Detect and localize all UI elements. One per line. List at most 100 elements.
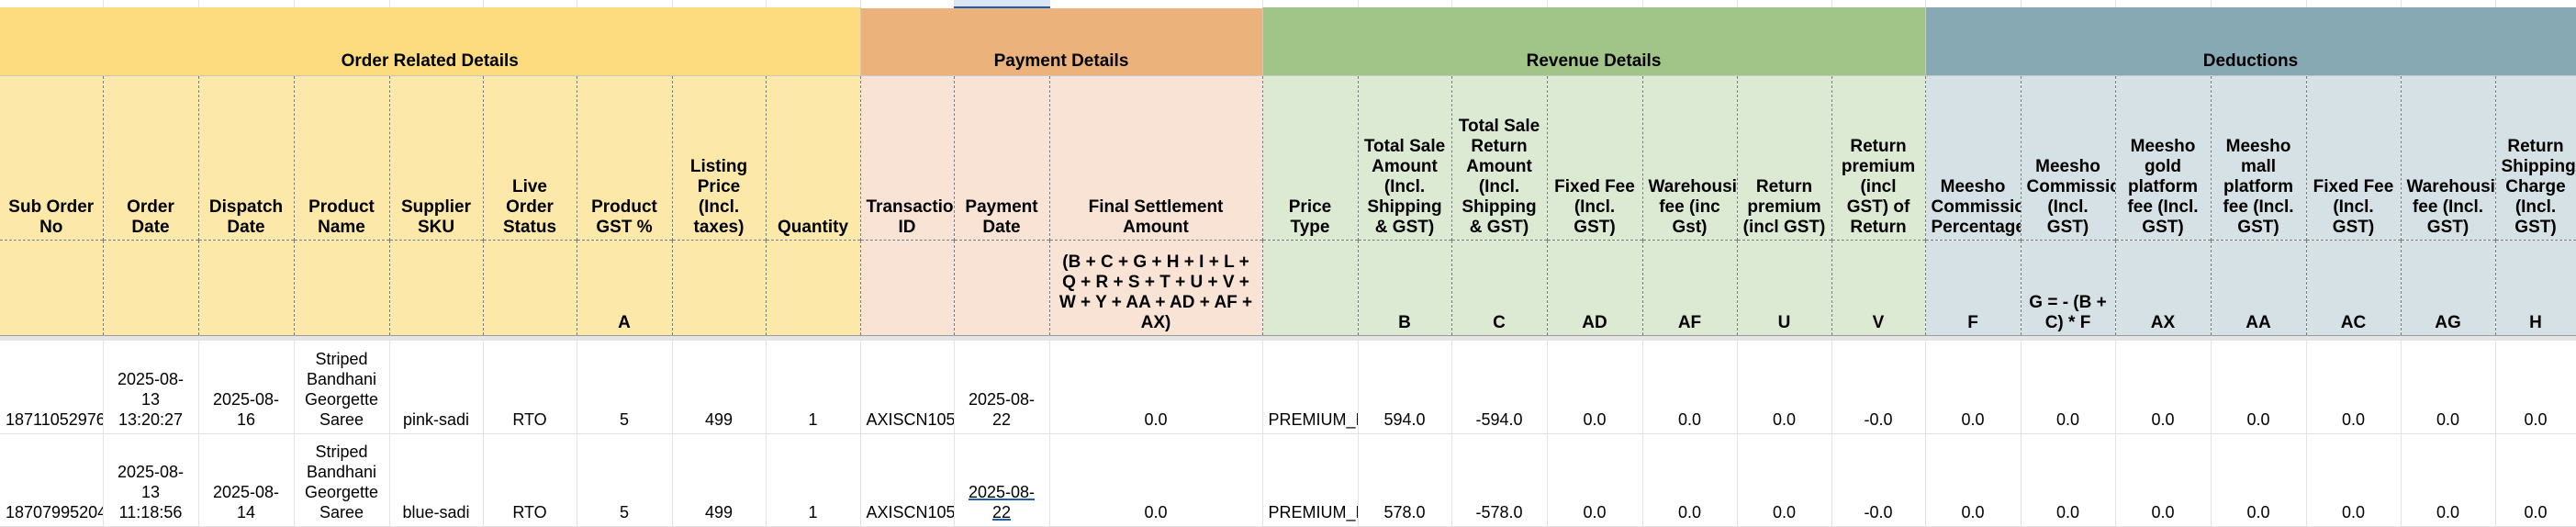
cell[interactable] — [1049, 0, 1263, 7]
data-cell[interactable]: blue-sadi — [389, 433, 484, 527]
header-cell[interactable]: Live Order Status — [483, 74, 577, 240]
formula-cell[interactable] — [0, 239, 104, 335]
formula-cell[interactable]: AG — [2401, 239, 2496, 335]
data-cell[interactable]: 499 — [672, 433, 767, 527]
cell[interactable] — [2401, 0, 2496, 7]
cell[interactable] — [2021, 0, 2116, 7]
header-cell[interactable]: Fixed Fee (Incl. GST) — [2306, 74, 2402, 240]
header-cell[interactable]: Return premium (incl GST) of Return — [1831, 74, 1926, 240]
data-cell[interactable]: 5 — [577, 433, 673, 527]
header-cell[interactable]: Product Name — [294, 74, 390, 240]
data-cell[interactable]: 0.0 — [2211, 433, 2307, 527]
data-cell[interactable]: RTO — [483, 341, 577, 434]
data-cell[interactable]: 499 — [672, 341, 767, 434]
formula-cell[interactable] — [103, 239, 199, 335]
header-cell[interactable]: Return premium (incl GST) — [1737, 74, 1832, 240]
data-cell[interactable]: 5 — [577, 341, 673, 434]
cell[interactable] — [1925, 0, 2022, 7]
data-cell[interactable]: 0.0 — [1049, 341, 1263, 434]
header-cell[interactable]: Meesho mall platform fee (Incl. GST) — [2211, 74, 2307, 240]
data-cell[interactable]: 0.0 — [1547, 433, 1643, 527]
cell[interactable] — [389, 0, 484, 7]
cell[interactable] — [577, 0, 673, 7]
cell[interactable] — [1737, 0, 1832, 7]
header-cell[interactable]: Transaction ID — [860, 74, 955, 240]
cell[interactable] — [483, 0, 577, 7]
header-cell[interactable]: Payment Date — [954, 74, 1050, 240]
data-cell[interactable]: -594.0 — [1451, 341, 1548, 434]
header-cell[interactable]: Warehousing fee (Incl. GST) — [2401, 74, 2496, 240]
formula-cell[interactable]: AD — [1547, 239, 1643, 335]
formula-cell[interactable] — [1262, 239, 1359, 335]
cell[interactable] — [672, 0, 767, 7]
formula-cell[interactable] — [198, 239, 295, 335]
cell[interactable] — [1547, 0, 1643, 7]
data-cell[interactable]: AXISCN1058984549 — [860, 341, 955, 434]
data-cell[interactable]: 0.0 — [1737, 433, 1832, 527]
formula-cell[interactable]: U — [1737, 239, 1832, 335]
cell[interactable] — [198, 0, 295, 7]
cell[interactable] — [2115, 0, 2212, 7]
header-cell[interactable]: Product GST % — [577, 74, 673, 240]
data-cell[interactable]: 0.0 — [2306, 433, 2402, 527]
data-cell[interactable]: 0.0 — [1925, 341, 2022, 434]
formula-cell[interactable]: C — [1451, 239, 1548, 335]
formula-cell[interactable]: G = - (B + C) * F — [2021, 239, 2116, 335]
cell[interactable] — [294, 0, 390, 7]
data-cell[interactable]: 594.0 — [1358, 341, 1452, 434]
cell[interactable] — [2306, 0, 2402, 7]
formula-cell[interactable] — [389, 239, 484, 335]
cell[interactable] — [954, 0, 1050, 8]
data-cell[interactable]: PREMIUM_RETURN — [1262, 341, 1359, 434]
formula-cell[interactable] — [766, 239, 861, 335]
formula-cell[interactable]: A — [577, 239, 673, 335]
data-cell[interactable]: 1 — [766, 341, 861, 434]
data-cell[interactable]: -578.0 — [1451, 433, 1548, 527]
data-cell[interactable]: 0.0 — [2021, 341, 2116, 434]
data-cell[interactable]: 2025-08-22 — [954, 341, 1050, 434]
cell[interactable] — [1642, 0, 1738, 7]
data-cell[interactable]: 0.0 — [2401, 341, 2496, 434]
data-cell[interactable]: AXISCN1058984549 — [860, 433, 955, 527]
data-cell[interactable]: 0.0 — [2495, 341, 2576, 434]
data-cell[interactable]: 1 — [766, 433, 861, 527]
header-cell[interactable]: Order Date — [103, 74, 199, 240]
data-cell[interactable]: 187110529767075968_1 — [0, 341, 104, 434]
header-cell[interactable]: Return Shipping Charge (Incl. GST) — [2495, 74, 2576, 240]
header-cell[interactable]: Dispatch Date — [198, 74, 295, 240]
data-cell[interactable]: -0.0 — [1831, 433, 1926, 527]
data-cell[interactable]: 187079952046256704_1 — [0, 433, 104, 527]
data-cell[interactable]: 0.0 — [1737, 341, 1832, 434]
data-cell[interactable]: -0.0 — [1831, 341, 1926, 434]
selected-data-cell[interactable]: 2025-08-22 — [954, 433, 1050, 527]
cell[interactable] — [1451, 0, 1548, 7]
data-cell[interactable]: 2025-08-13 13:20:27 — [103, 341, 199, 434]
data-cell[interactable]: 578.0 — [1358, 433, 1452, 527]
header-cell[interactable]: Warehousing fee (inc Gst) — [1642, 74, 1738, 240]
group-revenue-details[interactable]: Revenue Details — [1262, 7, 1926, 75]
cell[interactable] — [1262, 0, 1359, 7]
group-order-details[interactable]: Order Related Details — [0, 7, 861, 75]
data-cell[interactable]: 0.0 — [1049, 433, 1263, 527]
data-cell[interactable]: 0.0 — [1642, 341, 1738, 434]
data-cell[interactable]: 2025-08-14 — [198, 433, 295, 527]
cell[interactable] — [0, 0, 104, 7]
header-cell[interactable]: Meesho gold platform fee (Incl. GST) — [2115, 74, 2212, 240]
data-cell[interactable]: 0.0 — [2495, 433, 2576, 527]
formula-cell[interactable] — [954, 239, 1050, 335]
data-cell[interactable]: Striped Bandhani Georgette Saree — [294, 433, 390, 527]
cell[interactable] — [103, 0, 199, 7]
data-cell[interactable]: 0.0 — [2021, 433, 2116, 527]
data-cell[interactable]: RTO — [483, 433, 577, 527]
formula-cell[interactable]: AF — [1642, 239, 1738, 335]
header-cell[interactable]: Quantity — [766, 74, 861, 240]
formula-cell[interactable]: H — [2495, 239, 2576, 335]
cell[interactable] — [2211, 0, 2307, 7]
data-cell[interactable]: PREMIUM_RETURN — [1262, 433, 1359, 527]
header-cell[interactable]: Price Type — [1262, 74, 1359, 240]
cell[interactable] — [1831, 0, 1926, 7]
cell[interactable] — [2495, 0, 2576, 7]
formula-cell[interactable]: (B + C + G + H + I + L + Q + R + S + T +… — [1049, 239, 1263, 335]
group-payment-details[interactable]: Payment Details — [860, 7, 1263, 75]
data-cell[interactable]: pink-sadi — [389, 341, 484, 434]
